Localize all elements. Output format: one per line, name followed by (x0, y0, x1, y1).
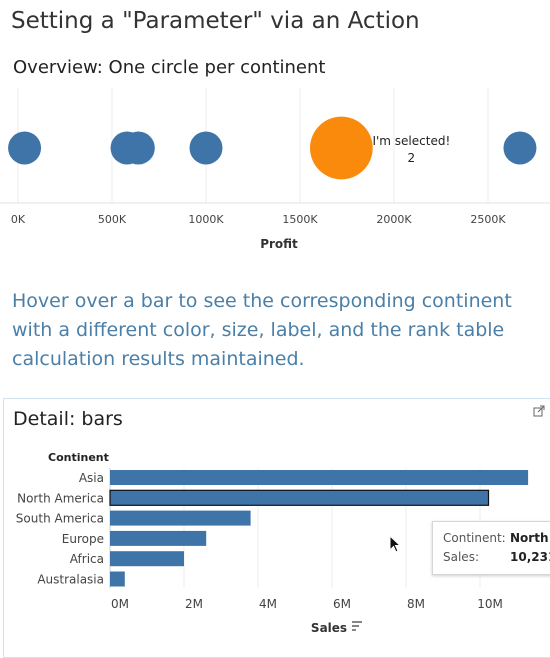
overview-x-tick-label: 2000K (376, 213, 412, 226)
mouse-cursor-icon (389, 535, 402, 553)
detail-title: Detail: bars (13, 408, 123, 430)
selected-label: I'm selected! (372, 134, 450, 148)
continent-circle[interactable] (8, 131, 42, 165)
continent-label[interactable]: Asia (79, 471, 104, 485)
continent-circle[interactable] (503, 131, 537, 165)
selected-rank: 2 (408, 151, 416, 165)
sales-bar[interactable] (110, 510, 251, 526)
continent-label[interactable]: Australasia (37, 573, 104, 587)
continent-label[interactable]: Europe (62, 532, 104, 546)
detail-chart[interactable]: Continent Asia North America South America… (0, 440, 550, 644)
detail-x-tick-label: 10M (477, 597, 503, 611)
overview-x-tick-label: 1000K (188, 213, 224, 226)
continent-label[interactable]: Africa (70, 552, 104, 566)
highlighted-bar[interactable] (109, 489, 490, 506)
continent-label[interactable]: North America (17, 491, 104, 505)
selected-continent-circle[interactable] (310, 116, 373, 180)
tooltip-continent-value: North (510, 531, 549, 545)
overview-x-tick-label: 2500K (470, 213, 506, 226)
continent-label[interactable]: South America (16, 512, 104, 526)
sales-bar[interactable] (110, 571, 125, 587)
sales-bar[interactable] (110, 530, 207, 546)
tooltip: Continent: North Sales: 10,231 (432, 521, 550, 575)
detail-x-tick-label: 2M (185, 597, 203, 611)
overview-chart[interactable]: 0K 500K 1000K 1500K 2000K 2500K I'm selected!… (0, 88, 550, 258)
detail-x-tick-label: 0M (111, 597, 129, 611)
instruction-text: Hover over a bar to see the correspondin… (12, 290, 512, 370)
tooltip-sales-value: 10,231 (510, 550, 550, 564)
sales-bar[interactable] (110, 470, 529, 485)
overview-x-tick-label: 1500K (282, 213, 318, 226)
overview-x-axis-label: Profit (260, 237, 298, 251)
continent-circle[interactable] (121, 131, 155, 165)
overview-x-tick-label: 0K (11, 213, 26, 226)
continent-circle[interactable] (189, 131, 223, 165)
popout-icon[interactable] (533, 405, 545, 417)
overview-title: Overview: One circle per continent (13, 57, 326, 78)
category-header: Continent (48, 451, 109, 464)
sales-bar[interactable] (110, 551, 184, 567)
overview-x-tick-label: 500K (98, 213, 127, 226)
detail-x-tick-label: 4M (259, 597, 277, 611)
page-title: Setting a "Parameter" via an Action (11, 8, 420, 34)
tooltip-continent-label: Continent: (443, 531, 506, 545)
detail-x-tick-label: 6M (333, 597, 351, 611)
tooltip-sales-label: Sales: (443, 550, 479, 564)
detail-x-axis-label: Sales (311, 621, 347, 635)
detail-x-tick-label: 8M (407, 597, 425, 611)
sort-icon[interactable] (352, 621, 362, 631)
